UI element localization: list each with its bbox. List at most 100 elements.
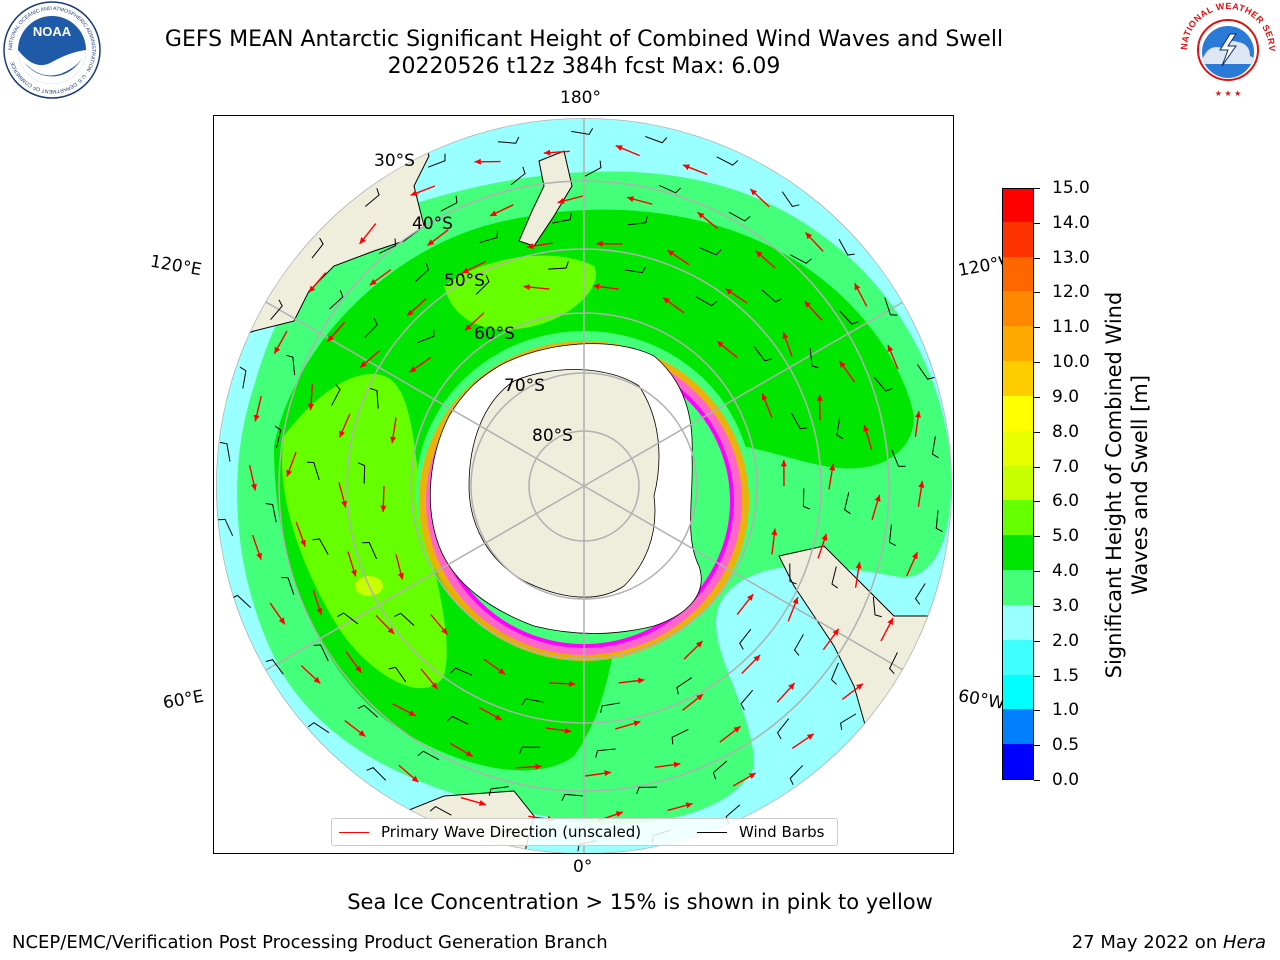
wave-arrowhead	[667, 250, 675, 257]
wave-arrowhead	[360, 361, 367, 368]
wind-barb	[676, 677, 693, 695]
colorbar-segment	[1003, 674, 1033, 710]
wave-arrowhead	[855, 562, 862, 569]
wave-field-5m-north	[444, 255, 596, 330]
wave-arrowhead	[478, 800, 486, 806]
wave-arrowhead	[397, 572, 404, 580]
wave-arrowhead	[839, 361, 846, 368]
wave-arrowhead	[462, 267, 470, 274]
wave-arrowhead	[308, 285, 316, 293]
lat-label-40s: 40°S	[412, 214, 453, 234]
wave-arrowhead	[300, 539, 306, 547]
wave-arrowhead	[750, 188, 758, 196]
wave-arrowhead	[427, 239, 435, 246]
wave-arrowhead	[358, 730, 366, 737]
wind-barb	[595, 748, 616, 758]
wave-arrowhead	[716, 341, 724, 348]
wind-barb	[809, 348, 819, 369]
wind-barb	[789, 765, 804, 785]
wind-barb	[728, 211, 751, 222]
wave-arrowhead	[792, 597, 799, 605]
wind-barb	[364, 318, 378, 338]
wave-arrowhead	[341, 500, 347, 508]
wind-barb	[364, 188, 380, 207]
wave-arrowhead	[753, 655, 761, 662]
wind-barb	[450, 667, 473, 676]
colorbar-tick: 13.0	[1034, 248, 1090, 268]
wind-barb	[839, 310, 859, 325]
footer-host: Hera	[1222, 932, 1266, 953]
wave-field-5m	[282, 374, 447, 689]
colorbar-segment	[1003, 221, 1033, 257]
wind-barb	[312, 538, 329, 555]
colorbar-segment	[1003, 360, 1033, 396]
colorbar-segment	[1003, 189, 1033, 222]
wind-barb	[761, 289, 783, 303]
wind-barb	[831, 566, 838, 589]
colorbar-tick: 8.0	[1034, 422, 1079, 442]
wave-arrowhead	[307, 403, 315, 411]
colorbar-tick: 3.0	[1034, 596, 1079, 616]
wave-direction-field	[218, 128, 943, 852]
wave-arrowhead	[355, 665, 362, 673]
wave-arrowhead	[253, 414, 260, 422]
lat-label-50s: 50°S	[444, 271, 485, 291]
wave-arrowhead	[494, 714, 502, 720]
sea-ice-note: Sea Ice Concentration > 15% is shown in …	[347, 890, 933, 914]
antarctica-interior	[468, 369, 660, 598]
wind-barb	[519, 746, 541, 754]
wind-barb	[497, 136, 520, 144]
colorbar-tick: 15.0	[1034, 178, 1090, 198]
wind-barb	[561, 793, 583, 801]
wind-barb	[307, 722, 330, 734]
wind-barb	[645, 136, 668, 144]
wind-barb	[475, 275, 490, 295]
wind-barb	[931, 436, 939, 459]
lon-label-60e: 60°E	[161, 686, 206, 714]
wave-arrowhead	[695, 640, 703, 648]
wave-arrowhead	[874, 494, 881, 502]
wind-barb	[281, 577, 295, 596]
wind-barb	[337, 612, 359, 625]
wave-arrowhead	[359, 237, 366, 244]
wave-arrowhead	[313, 676, 321, 684]
wind-barb	[270, 299, 283, 320]
wind-barb	[636, 786, 658, 795]
wind-barb	[488, 786, 509, 796]
wave-arrowhead	[431, 682, 438, 689]
colorbar-segment	[1003, 499, 1033, 536]
wind-barb	[802, 488, 811, 510]
wave-arrowhead	[327, 334, 334, 342]
map-title: GEFS MEAN Antarctic Significant Height o…	[164, 27, 1004, 52]
wave-arrowhead	[682, 164, 690, 171]
svg-text:★ ★ ★: ★ ★ ★	[1215, 89, 1242, 98]
colorbar-tick: 1.5	[1034, 666, 1079, 686]
wave-arrowhead	[733, 726, 741, 733]
colorbar-segment	[1003, 430, 1033, 466]
wave-arrowhead	[685, 802, 693, 809]
colorbar-segment	[1003, 290, 1033, 327]
wave-arrowhead	[912, 552, 918, 560]
wind-barb	[739, 628, 752, 650]
wind-barb	[935, 510, 943, 532]
wind-barb	[888, 652, 898, 674]
wind-barb	[624, 266, 647, 274]
wave-arrowhead	[637, 677, 645, 684]
colorbar-segment	[1003, 395, 1033, 431]
wave-arrowhead	[316, 607, 323, 615]
wind-barb	[394, 612, 415, 626]
wind-barb	[239, 366, 247, 389]
wind-barb	[552, 212, 572, 224]
wave-arrowhead	[615, 145, 623, 151]
colorbar-tick: 1.0	[1034, 700, 1079, 720]
wind-barb	[793, 634, 804, 656]
wind-barb	[329, 290, 344, 310]
colorbar-segment	[1003, 325, 1033, 362]
wave-arrowhead	[804, 301, 811, 308]
colorbar-segment	[1003, 569, 1033, 605]
wind-barb	[790, 412, 808, 430]
wave-arrowhead	[274, 346, 281, 354]
wind-barb	[417, 750, 440, 761]
wind-barb	[716, 156, 739, 166]
legend-swatch-red	[339, 832, 369, 833]
